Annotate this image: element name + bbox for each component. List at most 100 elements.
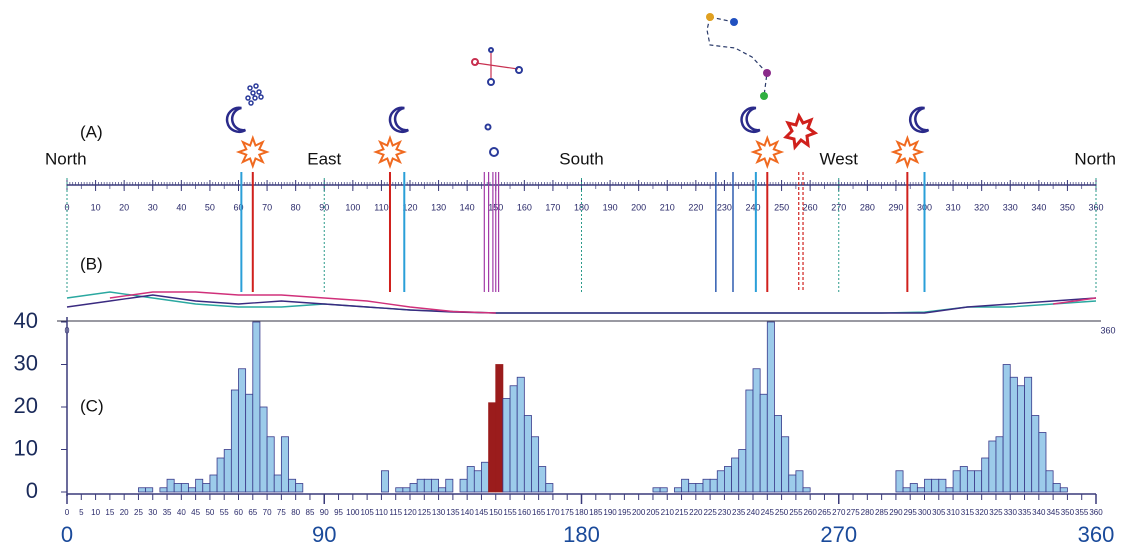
x-major-tick-label: 180 xyxy=(563,522,600,547)
x-tick-label: 215 xyxy=(675,508,689,517)
x-tick-label: 70 xyxy=(263,508,272,517)
bar xyxy=(724,466,732,493)
bar xyxy=(652,487,661,493)
scale-tick-label: 140 xyxy=(460,202,475,212)
bar xyxy=(688,483,697,493)
scale-tick-label: 10 xyxy=(91,202,101,212)
bar xyxy=(216,457,225,493)
x-tick-label: 55 xyxy=(220,508,229,517)
scale-tick-label: 170 xyxy=(545,202,560,212)
bar xyxy=(959,466,968,493)
sun-icon xyxy=(750,135,785,169)
bar xyxy=(531,436,540,493)
x-tick-label: 100 xyxy=(346,508,360,517)
moon-icon xyxy=(908,106,930,133)
bar xyxy=(145,487,154,493)
x-tick-label: 255 xyxy=(789,508,803,517)
x-tick-label: 290 xyxy=(889,508,903,517)
panel-label: (C) xyxy=(80,396,104,415)
x-tick-label: 45 xyxy=(191,508,200,517)
x-tick-label: 180 xyxy=(575,508,589,517)
x-tick-label: 340 xyxy=(1032,508,1046,517)
moon-icon xyxy=(225,106,247,133)
x-tick-label: 250 xyxy=(775,508,789,517)
bar xyxy=(945,487,954,493)
x-tick-label: 25 xyxy=(134,508,143,517)
scale-tick-label: 320 xyxy=(974,202,989,212)
bar xyxy=(1009,376,1018,493)
x-tick-label: 355 xyxy=(1075,508,1089,517)
bar xyxy=(288,478,297,493)
scale-tick-label: 80 xyxy=(291,202,301,212)
scale-tick-label: 110 xyxy=(374,202,388,212)
x-tick-label: 245 xyxy=(761,508,775,517)
bar xyxy=(795,470,804,493)
x-tick-label: 200 xyxy=(632,508,646,517)
bar xyxy=(538,466,547,493)
sun-icon xyxy=(235,135,270,169)
direction-label: East xyxy=(307,149,341,168)
horizon-profile xyxy=(109,291,1097,314)
x-tick-label: 5 xyxy=(79,508,84,517)
x-tick-label: 225 xyxy=(703,508,717,517)
bar xyxy=(381,470,389,493)
panel-label: (B) xyxy=(80,254,103,273)
bar xyxy=(802,487,811,493)
bar xyxy=(774,415,782,493)
panel-label: (A) xyxy=(80,122,103,141)
scale-tick-label: 210 xyxy=(660,202,675,212)
bar xyxy=(988,440,997,493)
scale-tick-label: 290 xyxy=(888,202,903,212)
bar xyxy=(702,478,711,493)
x-tick-label: 85 xyxy=(306,508,315,517)
x-tick-label: 230 xyxy=(718,508,732,517)
y-tick-label: 0 xyxy=(26,478,38,503)
bar xyxy=(766,321,775,493)
scale-tick-label: 250 xyxy=(774,202,789,212)
scale-tick-label: 220 xyxy=(688,202,703,212)
moon-icon xyxy=(740,106,761,133)
bar xyxy=(245,393,254,493)
x-tick-label: 210 xyxy=(661,508,675,517)
x-tick-label: 240 xyxy=(746,508,760,517)
x-tick-label: 220 xyxy=(689,508,703,517)
scale-tick-label: 50 xyxy=(205,202,215,212)
bar xyxy=(202,483,211,493)
scale-tick-label: 160 xyxy=(517,202,532,212)
scale-tick-label: 20 xyxy=(119,202,129,212)
scale-tick-label: 200 xyxy=(631,202,646,212)
x-tick-label: 20 xyxy=(120,508,129,517)
bar xyxy=(180,483,189,493)
sun-icon xyxy=(890,134,925,170)
x-tick-label: 125 xyxy=(418,508,432,517)
bar xyxy=(395,487,404,493)
x-tick-label: 265 xyxy=(818,508,832,517)
planets-icon xyxy=(471,47,523,157)
scale-tick-label: 260 xyxy=(803,202,818,212)
x-tick-label: 40 xyxy=(177,508,186,517)
constellation-icon xyxy=(706,13,771,100)
x-tick-label: 80 xyxy=(291,508,300,517)
x-tick-label: 105 xyxy=(360,508,374,517)
bar xyxy=(409,483,418,493)
x-tick-label: 15 xyxy=(105,508,114,517)
bar xyxy=(966,470,975,493)
direction-label: South xyxy=(559,149,603,168)
x-tick-label: 235 xyxy=(732,508,746,517)
bar xyxy=(259,406,268,493)
bar xyxy=(166,478,175,493)
bar xyxy=(895,470,904,493)
x-tick-label: 95 xyxy=(334,508,343,517)
x-major-tick-label: 270 xyxy=(820,522,857,547)
scale-tick-label: 60 xyxy=(233,202,243,212)
scale-tick-label: 330 xyxy=(1003,202,1018,212)
bar xyxy=(938,478,947,493)
x-tick-label: 295 xyxy=(904,508,918,517)
bar xyxy=(716,470,725,493)
bar xyxy=(502,398,511,493)
bar xyxy=(280,436,289,493)
x-tick-label: 320 xyxy=(975,508,989,517)
bar xyxy=(1002,364,1011,493)
bar xyxy=(781,436,790,493)
pleiades-icon xyxy=(245,83,264,106)
